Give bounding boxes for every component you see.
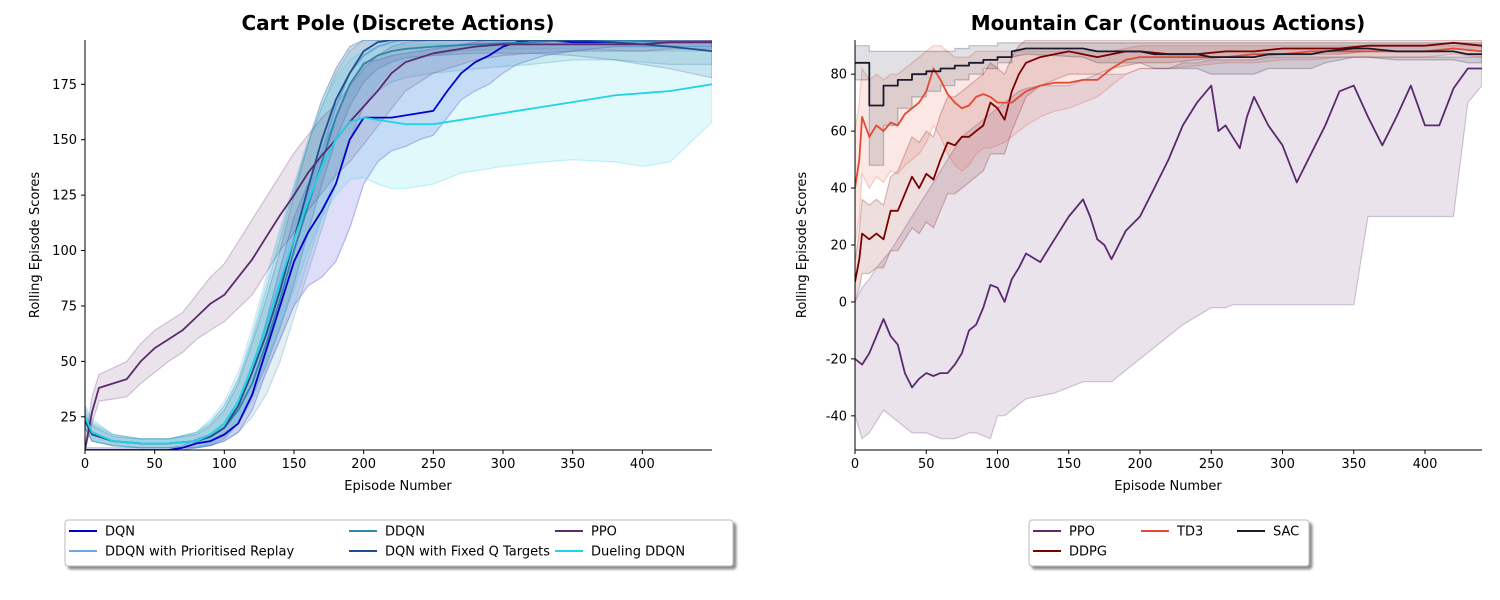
- x-tick-label: 350: [560, 457, 585, 472]
- chart-cart-pole: Cart Pole (Discrete Actions) 0 50 100 150 20…: [28, 11, 734, 567]
- y-tick-label: 150: [52, 133, 77, 148]
- x-tick-label: 50: [918, 457, 935, 472]
- y-axis-label: Rolling Episode Scores: [28, 172, 43, 318]
- x-tick-label: 300: [1270, 457, 1295, 472]
- x-tick-label: 150: [1056, 457, 1081, 472]
- band-3: [855, 42, 1482, 166]
- legend: PPO DDPG TD3 SAC: [1028, 519, 1310, 567]
- bands-layer: [855, 40, 1482, 440]
- x-axis-label: Episode Number: [344, 479, 452, 494]
- series-line-1: [855, 41, 1482, 283]
- y-tick-label: 50: [60, 355, 77, 370]
- legend-entry: PPO: [1069, 525, 1095, 540]
- y-tick-label: 75: [60, 299, 77, 314]
- x-tick-label: 100: [212, 457, 237, 472]
- series-line-3: [855, 47, 1482, 107]
- lines-layer: [855, 41, 1482, 389]
- series-line-0: [855, 67, 1482, 389]
- series-line-4: [85, 41, 712, 450]
- band-0: [85, 40, 712, 450]
- legend-entry: DQN with Fixed Q Targets: [385, 545, 550, 560]
- x-tick-label: 0: [81, 457, 89, 472]
- bands-layer: [85, 40, 712, 450]
- band-1: [855, 40, 1482, 303]
- legend-entry: Dueling DDQN: [591, 545, 685, 560]
- legend-entry: PPO: [591, 525, 617, 540]
- x-tick-label: 250: [421, 457, 446, 472]
- x-tick-label: 250: [1199, 457, 1224, 472]
- y-tick-label: 100: [52, 244, 77, 259]
- legend-entry: TD3: [1176, 525, 1203, 540]
- x-tick-label: 200: [351, 457, 376, 472]
- x-tick-label: 50: [146, 457, 163, 472]
- chart-mountain-car: Mountain Car (Continuous Actions) 0 50 100…: [795, 11, 1482, 567]
- x-tick-label: 400: [630, 457, 655, 472]
- axes: 0 50 100 150 200 250 300 350 400 -40 -20 0 20 40 60 80: [826, 40, 1482, 472]
- band-0: [855, 56, 1482, 440]
- y-tick-label: 40: [830, 182, 847, 197]
- y-tick-label: 25: [60, 410, 77, 425]
- y-tick-label: 80: [830, 68, 847, 83]
- x-tick-label: 400: [1413, 457, 1438, 472]
- y-tick-label: 0: [839, 295, 847, 310]
- y-tick-label: 175: [52, 78, 77, 93]
- x-tick-label: 200: [1128, 457, 1153, 472]
- legend: DQN DDQN with Prioritised Replay DDQN DQN w…: [64, 519, 734, 567]
- legend-entry: DQN: [105, 525, 135, 540]
- y-axis-label: Rolling Episode Scores: [795, 172, 810, 318]
- legend-entry: DDQN: [385, 525, 425, 540]
- y-tick-label: 60: [830, 125, 847, 140]
- legend-entry: DDPG: [1069, 545, 1107, 560]
- x-axis-label: Episode Number: [1114, 479, 1222, 494]
- chart-title: Cart Pole (Discrete Actions): [242, 11, 555, 35]
- axes: 0 50 100 150 200 250 300 350 400 25 50 75 100 125 150 1…: [52, 40, 712, 472]
- x-tick-label: 100: [985, 457, 1010, 472]
- band-2: [85, 40, 712, 449]
- band-2: [855, 45, 1482, 246]
- legend-entry: DDQN with Prioritised Replay: [105, 545, 294, 560]
- chart-title: Mountain Car (Continuous Actions): [971, 11, 1366, 35]
- y-tick-label: 20: [830, 239, 847, 254]
- band-4: [85, 40, 712, 450]
- x-tick-label: 0: [851, 457, 859, 472]
- x-tick-label: 350: [1341, 457, 1366, 472]
- band-5: [85, 43, 712, 449]
- series-line-5: [85, 83, 712, 445]
- legend-entry: SAC: [1273, 525, 1299, 540]
- lines-layer: [85, 40, 712, 450]
- y-tick-label: 125: [52, 189, 77, 204]
- x-tick-label: 300: [491, 457, 516, 472]
- y-tick-label: -40: [826, 409, 847, 424]
- x-tick-label: 150: [282, 457, 307, 472]
- y-tick-label: -20: [826, 352, 847, 367]
